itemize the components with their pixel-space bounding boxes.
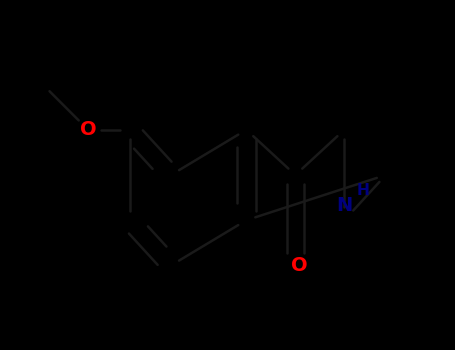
- Text: N: N: [336, 196, 353, 215]
- Text: O: O: [80, 120, 96, 139]
- Text: H: H: [357, 183, 369, 197]
- Text: O: O: [291, 256, 308, 275]
